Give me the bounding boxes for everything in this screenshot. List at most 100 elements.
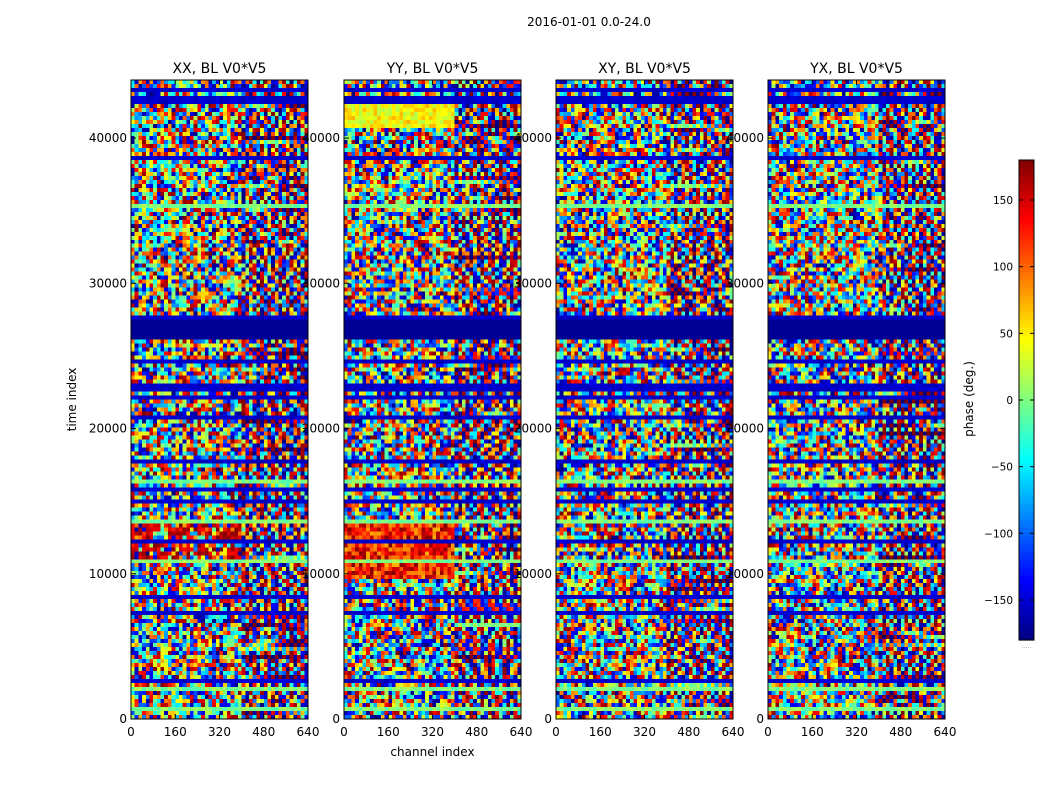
y-tick-label: 30000 (89, 276, 127, 290)
x-tick-label: 640 (722, 725, 745, 739)
colorbar-segment (1019, 324, 1034, 329)
y-tick-label: 10000 (302, 567, 340, 581)
colorbar-segment (1019, 420, 1034, 425)
colorbar-segment (1019, 280, 1034, 285)
colorbar-tick-label: −150 (984, 595, 1013, 607)
colorbar-segment (1019, 624, 1034, 629)
colorbar-segment (1019, 496, 1034, 501)
colorbar-tick-label: 50 (1000, 328, 1013, 340)
colorbar-segment (1019, 284, 1034, 289)
colorbar-segment (1019, 412, 1034, 417)
colorbar-segment (1019, 168, 1034, 173)
x-tick-label: 640 (297, 725, 320, 739)
colorbar-segment (1019, 436, 1034, 441)
heatmap-image (131, 80, 308, 719)
colorbar-segment (1019, 504, 1034, 509)
panels-group: XX, BL V0*V5 0 160 320 480 640 0 10000 20000 3000… (65, 61, 956, 759)
colorbar-segment (1019, 204, 1034, 209)
heatmap-image (768, 80, 945, 719)
colorbar-tick-label: −50 (991, 462, 1013, 474)
colorbar-segment (1019, 328, 1034, 333)
x-tick-label: 160 (801, 725, 824, 739)
colorbar-segment (1019, 396, 1034, 401)
colorbar-segment (1019, 636, 1034, 641)
colorbar-segment (1019, 224, 1034, 229)
colorbar-segment (1019, 176, 1034, 181)
colorbar-segment (1019, 596, 1034, 601)
colorbar-segment (1019, 232, 1034, 237)
colorbar-segment (1019, 484, 1034, 489)
colorbar-segment (1019, 544, 1034, 549)
colorbar-segment (1019, 568, 1034, 573)
colorbar-segment (1019, 556, 1034, 561)
y-tick-label: 0 (544, 712, 552, 726)
colorbar-segment (1019, 604, 1034, 609)
colorbar-segment (1019, 628, 1034, 633)
x-tick-label: 320 (845, 725, 868, 739)
colorbar-segment (1019, 188, 1034, 193)
colorbar-segment (1019, 292, 1034, 297)
colorbar-segment (1019, 228, 1034, 233)
x-axis-label: channel index (390, 745, 474, 759)
colorbar-segment (1019, 432, 1034, 437)
colorbar-segment (1019, 512, 1034, 517)
colorbar-segment (1019, 252, 1034, 257)
colorbar-segment (1019, 500, 1034, 505)
colorbar-segment (1019, 276, 1034, 281)
figure-suptitle: 2016-01-01 0.0-24.0 (527, 15, 651, 29)
colorbar-segment (1019, 248, 1034, 253)
colorbar-segment (1019, 608, 1034, 613)
y-tick-label: 20000 (514, 422, 552, 436)
colorbar-segment (1019, 340, 1034, 345)
y-tick-label: 30000 (726, 276, 764, 290)
colorbar-segment (1019, 384, 1034, 389)
x-tick-label: 0 (340, 725, 348, 739)
colorbar-segment (1019, 536, 1034, 541)
x-tick-label: 320 (208, 725, 231, 739)
colorbar-segment (1019, 400, 1034, 405)
y-tick-label: 20000 (302, 422, 340, 436)
colorbar-segment (1019, 260, 1034, 265)
y-tick-label: 0 (332, 712, 340, 726)
y-tick-label: 0 (119, 712, 127, 726)
colorbar-segment (1019, 308, 1034, 313)
colorbar-segment (1019, 508, 1034, 513)
colorbar-tick-label: 0 (1006, 395, 1013, 407)
colorbar-segment (1019, 288, 1034, 293)
colorbar-segment (1019, 352, 1034, 357)
colorbar-segment (1019, 392, 1034, 397)
colorbar-segment (1019, 492, 1034, 497)
colorbar-segment (1019, 440, 1034, 445)
colorbar-segment (1019, 528, 1034, 533)
colorbar-segment (1019, 300, 1034, 305)
colorbar-label: phase (deg.) (962, 361, 976, 437)
colorbar-segment (1019, 572, 1034, 577)
colorbar-segment (1019, 404, 1034, 409)
colorbar-segment (1019, 592, 1034, 597)
colorbar-segment (1019, 356, 1034, 361)
colorbar-segment (1019, 540, 1034, 545)
x-tick-label: 0 (127, 725, 135, 739)
colorbar: −150 −100 −50 0 50 100 150 phase (deg.)..... (962, 159, 1035, 650)
colorbar-segment (1019, 532, 1034, 537)
colorbar-segment (1019, 240, 1034, 245)
colorbar-segment (1019, 268, 1034, 273)
colorbar-segment (1019, 588, 1034, 593)
colorbar-segment (1019, 416, 1034, 421)
y-tick-label: 10000 (726, 567, 764, 581)
colorbar-segment (1019, 348, 1034, 353)
x-tick-label: 320 (421, 725, 444, 739)
colorbar-segment (1019, 564, 1034, 569)
colorbar-segment (1019, 472, 1034, 477)
x-tick-label: 320 (633, 725, 656, 739)
x-tick-label: 160 (164, 725, 187, 739)
colorbar-segment (1019, 304, 1034, 309)
colorbar-segment (1019, 160, 1034, 165)
panel-3: XY, BL V0*V5 0 160 320 480 640 0 10000 20000 3000… (514, 61, 745, 739)
colorbar-tick-label: 100 (993, 262, 1013, 274)
y-tick-label: 30000 (514, 276, 552, 290)
colorbar-segment (1019, 480, 1034, 485)
colorbar-segment (1019, 256, 1034, 261)
colorbar-segment (1019, 408, 1034, 413)
colorbar-segment (1019, 368, 1034, 373)
